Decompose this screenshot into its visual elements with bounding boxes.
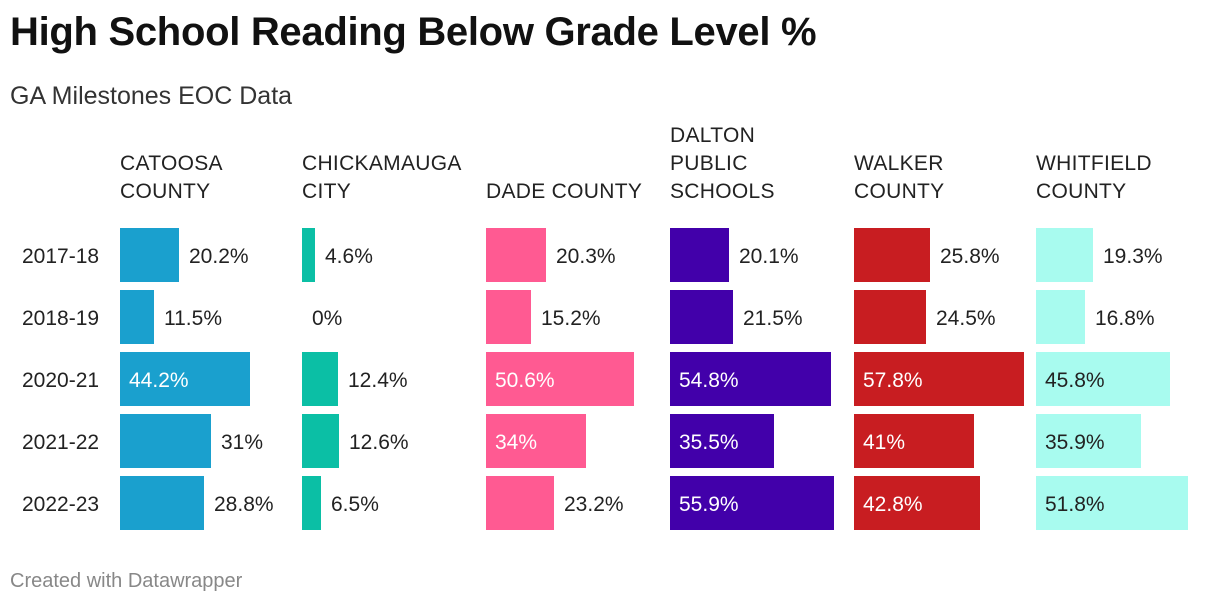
data-label: 15.2% [541, 307, 601, 330]
row-label: 2017-18 [22, 245, 99, 268]
bar [1036, 476, 1188, 530]
bar [120, 352, 250, 406]
column-header: DALTON PUBLIC SCHOOLS [670, 124, 775, 203]
row-label: 2018-19 [22, 307, 99, 330]
column-header: WALKER COUNTY [854, 152, 944, 203]
row-label: 2022-23 [22, 493, 99, 516]
data-label: 19.3% [1103, 245, 1163, 268]
bar [854, 228, 930, 282]
data-label: 25.8% [940, 245, 1000, 268]
data-label: 51.8% [1045, 493, 1105, 516]
bar [670, 290, 733, 344]
chart-subtitle: GA Milestones EOC Data [10, 82, 293, 110]
bar [1036, 352, 1170, 406]
bar [120, 290, 154, 344]
data-label: 44.2% [129, 369, 189, 392]
data-label: 35.9% [1045, 431, 1105, 454]
column-header: WHITFIELD COUNTY [1036, 152, 1152, 203]
bar [486, 414, 586, 468]
bar [1036, 228, 1093, 282]
data-label: 16.8% [1095, 307, 1155, 330]
data-label: 50.6% [495, 369, 555, 392]
bar [670, 352, 831, 406]
row-label: 2020-21 [22, 369, 99, 392]
bar [486, 476, 554, 530]
data-label: 20.2% [189, 245, 249, 268]
bar [120, 228, 179, 282]
data-label: 6.5% [331, 493, 379, 516]
bar [302, 476, 321, 530]
bar [486, 352, 634, 406]
bar [1036, 290, 1085, 344]
data-label: 31% [221, 431, 263, 454]
data-label: 20.1% [739, 245, 799, 268]
bar [854, 352, 1024, 406]
chart-title: High School Reading Below Grade Level % [10, 10, 817, 54]
footer-credit: Created with Datawrapper [10, 570, 243, 592]
data-label: 35.5% [679, 431, 739, 454]
bar [120, 476, 204, 530]
data-label: 12.4% [348, 369, 408, 392]
data-label: 24.5% [936, 307, 996, 330]
data-label: 23.2% [564, 493, 624, 516]
bar [1036, 414, 1141, 468]
column-header: DADE COUNTY [486, 180, 642, 203]
data-label: 11.5% [164, 307, 222, 330]
data-label: 54.8% [679, 369, 739, 392]
bar [302, 228, 315, 282]
column-header: CATOOSA COUNTY [120, 152, 223, 203]
bar [854, 476, 980, 530]
column-header: CHICKAMAUGA CITY [302, 152, 462, 203]
data-label: 4.6% [325, 245, 373, 268]
bar [302, 352, 338, 406]
data-label: 45.8% [1045, 369, 1105, 392]
bar [486, 290, 531, 344]
data-label: 41% [863, 431, 905, 454]
bar [302, 414, 339, 468]
data-label: 12.6% [349, 431, 409, 454]
data-label: 21.5% [743, 307, 803, 330]
data-label: 28.8% [214, 493, 274, 516]
bar [670, 414, 774, 468]
bar [670, 476, 834, 530]
data-label: 0% [312, 307, 342, 330]
bar [486, 228, 546, 282]
data-label: 34% [495, 431, 537, 454]
data-label: 20.3% [556, 245, 616, 268]
bar [854, 414, 974, 468]
data-label: 55.9% [679, 493, 739, 516]
data-label: 42.8% [863, 493, 923, 516]
bar [120, 414, 211, 468]
data-label: 57.8% [863, 369, 923, 392]
bar [854, 290, 926, 344]
bar [670, 228, 729, 282]
row-label: 2021-22 [22, 431, 99, 454]
